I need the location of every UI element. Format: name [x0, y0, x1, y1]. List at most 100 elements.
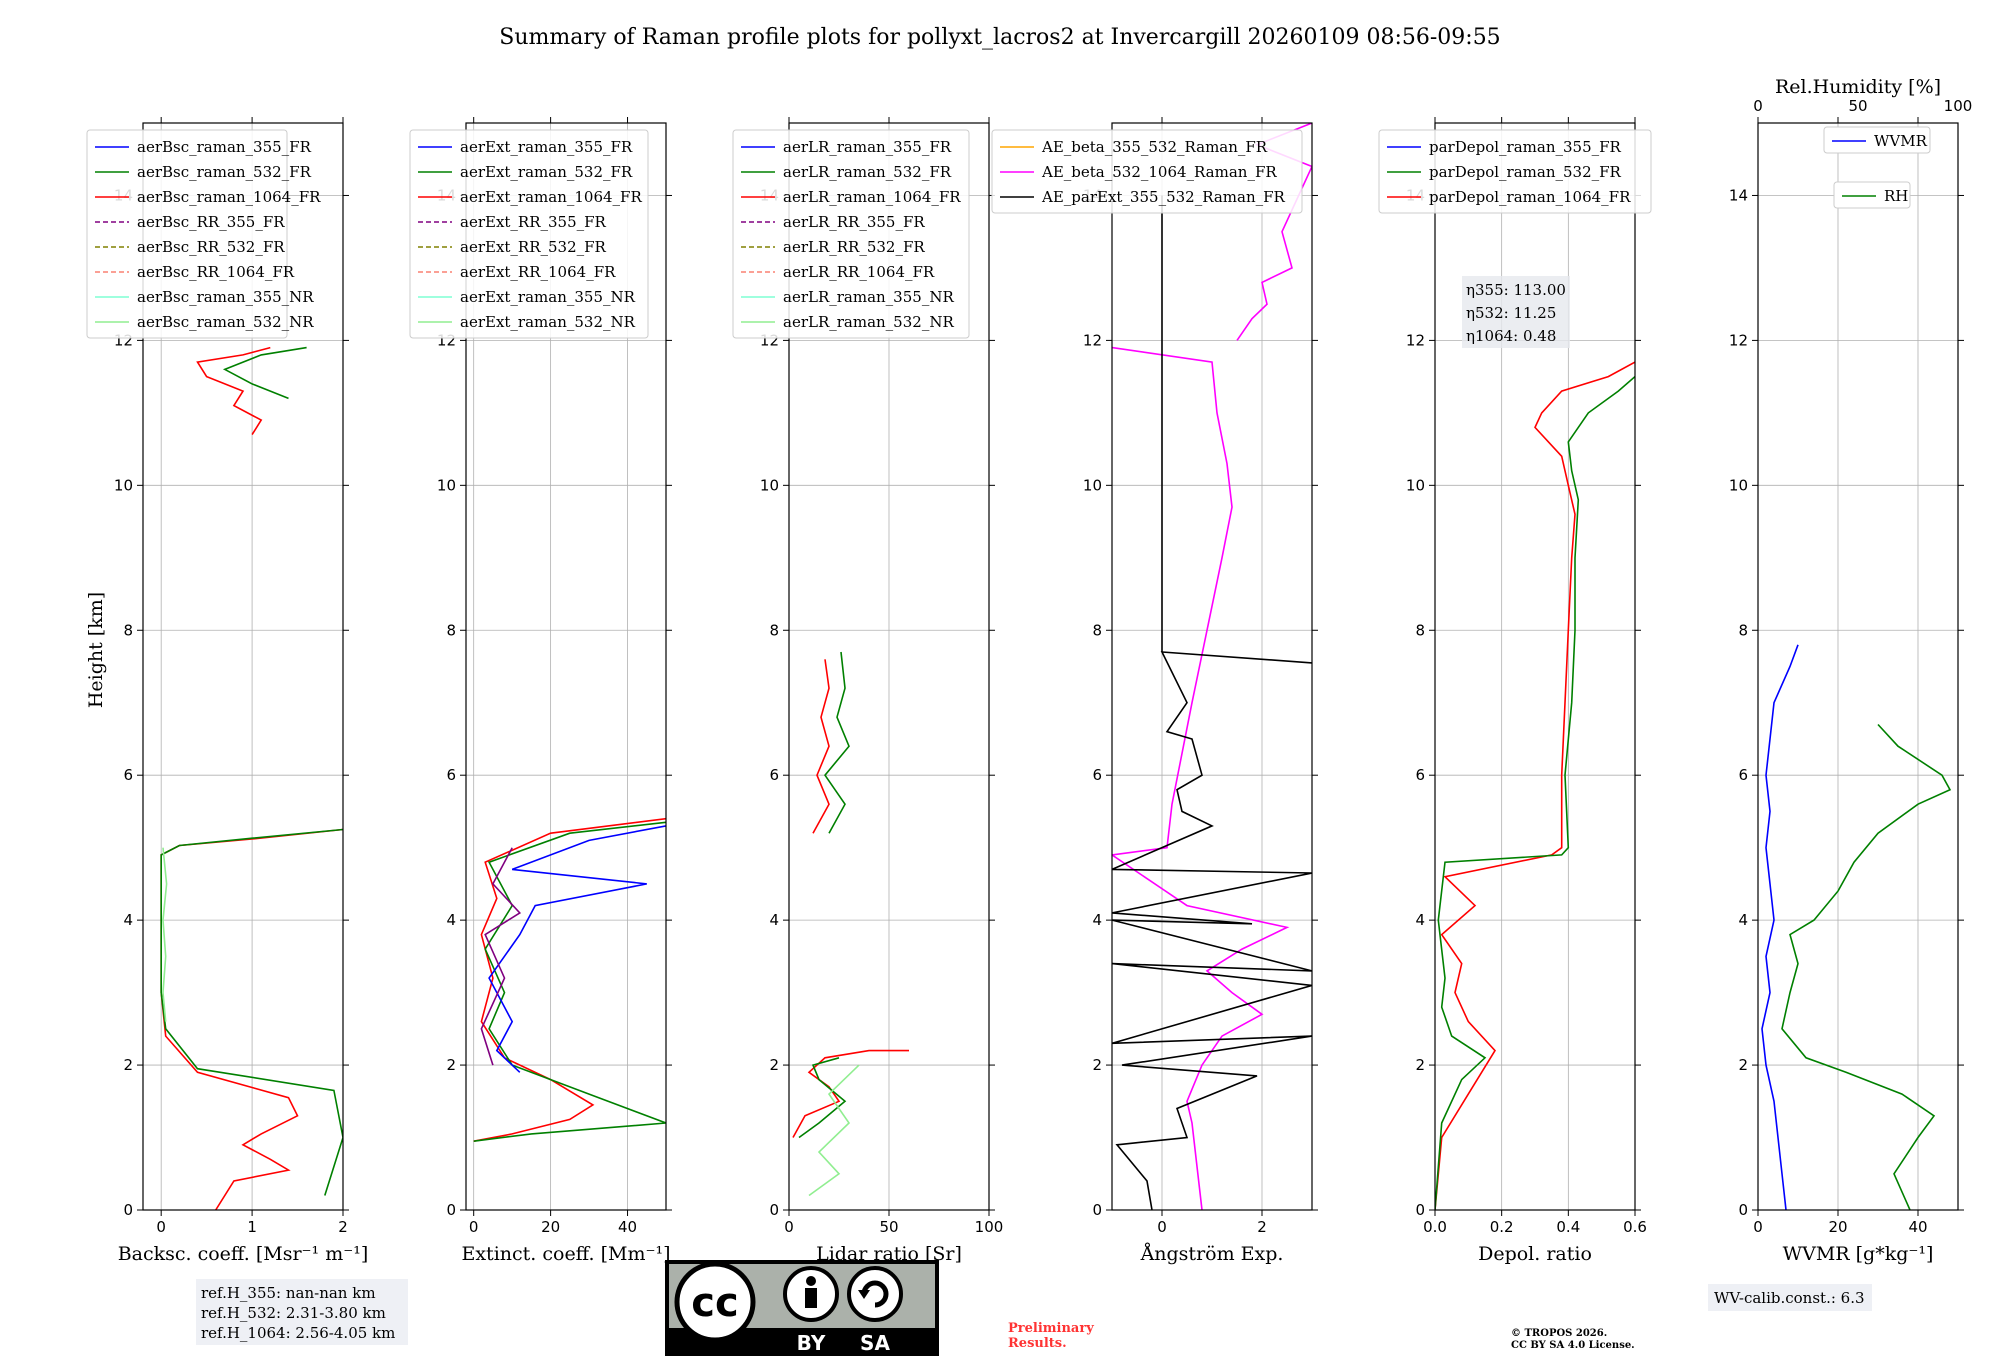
legend-label: parDepol_raman_355_FR: [1429, 138, 1622, 156]
legend-label: aerExt_raman_355_NR: [460, 288, 636, 306]
copyright-line-1: © TROPOS 2026.: [1511, 1328, 1607, 1339]
series-group: [1112, 123, 1312, 1210]
y-tick-label: 4: [446, 911, 456, 929]
series-aerBsc_raman_532_FR_upper: [222, 346, 307, 400]
legend-label: aerLR_raman_355_FR: [783, 138, 952, 156]
y-tick-label: 12: [1083, 331, 1102, 349]
legend-label: aerBsc_RR_532_FR: [137, 238, 285, 256]
x-tick-label: 0: [1157, 1218, 1167, 1236]
y-tick-label: 4: [1092, 911, 1102, 929]
x-tick-label: 100: [975, 1218, 1004, 1236]
series-aerExt_raman_1064_FR: [473, 817, 666, 1142]
legend-label: aerBsc_raman_532_NR: [137, 313, 314, 331]
y-tick-label: 6: [1738, 766, 1748, 784]
y-tick-label: 2: [446, 1056, 456, 1074]
y-tick-label: 2: [123, 1056, 133, 1074]
legend-label: AE_beta_532_1064_Raman_FR: [1041, 163, 1277, 181]
y-tick-label: 6: [1415, 766, 1425, 784]
series-AE_beta_532_1064_Raman_FR: [1112, 346, 1290, 1210]
copyright-line-2: CC BY SA 4.0 License.: [1511, 1340, 1635, 1351]
eta-value: η532: 11.25: [1466, 304, 1556, 322]
top-tick-label: 100: [1944, 97, 1973, 115]
x-tick-label: 40: [618, 1218, 637, 1236]
y-axis-label: Height [km]: [85, 592, 107, 708]
y-tick-label: 2: [1092, 1056, 1102, 1074]
top-tick-label: 50: [1848, 97, 1867, 115]
legend-label: aerExt_raman_1064_FR: [460, 188, 642, 206]
y-tick-label: 14: [1729, 186, 1748, 204]
legend-label: aerExt_RR_1064_FR: [460, 263, 616, 281]
legend-label: aerLR_RR_532_FR: [783, 238, 925, 256]
y-tick-label: 10: [760, 476, 779, 494]
x-axis-label: Extinct. coeff. [Mm⁻¹]: [461, 1243, 670, 1265]
eta-value: η355: 113.00: [1466, 281, 1566, 299]
panel-wv: 0 2 4 6 8 10 12 14 0 20 40 WVMR [g*kg⁻¹] 0 50 100Rel.H…: [1729, 76, 1972, 1265]
legend-label: aerBsc_RR_1064_FR: [137, 263, 295, 281]
series-group: [1435, 361, 1635, 1210]
legend-label: aerBsc_RR_355_FR: [137, 213, 285, 231]
x-axis-label: WVMR [g*kg⁻¹]: [1783, 1243, 1934, 1265]
y-tick-label: 0: [1415, 1201, 1425, 1219]
x-tick-label: 0: [156, 1218, 166, 1236]
preliminary-line-2: Results.: [1008, 1336, 1067, 1351]
legend-entry: WVMR: [1823, 126, 1931, 154]
axes-frame: [1757, 122, 1959, 1211]
x-axis-label: Lidar ratio [Sr]: [816, 1243, 962, 1265]
x-tick-label: 20: [541, 1218, 560, 1236]
series-WVMR: [1761, 644, 1799, 1210]
ref-height-532: ref.H_532: 2.31-3.80 km: [201, 1304, 386, 1322]
sa-text: SA: [860, 1331, 890, 1355]
series-aerBsc_raman_1064_FR_upper: [196, 346, 271, 436]
ref-height-1064: ref.H_1064: 2.56-4.05 km: [201, 1324, 395, 1342]
y-tick-label: 0: [1738, 1201, 1748, 1219]
y-tick-label: 8: [1738, 621, 1748, 639]
legend-label: parDepol_raman_1064_FR: [1429, 188, 1631, 206]
series-parDepol_raman_532_FR: [1435, 375, 1635, 1210]
legend-label: aerLR_raman_355_NR: [783, 288, 954, 306]
y-tick-label: 2: [769, 1056, 779, 1074]
y-tick-label: 4: [123, 911, 133, 929]
legend-label: aerLR_RR_1064_FR: [783, 263, 935, 281]
y-tick-label: 6: [1092, 766, 1102, 784]
x-tick-label: 50: [879, 1218, 898, 1236]
y-tick-label: 10: [1729, 476, 1748, 494]
panels: 02468101214012Backsc. coeff. [Msr⁻¹ m⁻¹]…: [86, 76, 1972, 1265]
y-tick-label: 10: [1406, 476, 1425, 494]
y-tick-label: 10: [1083, 476, 1102, 494]
legend-label: aerExt_raman_532_FR: [460, 163, 633, 181]
x-tick-label: 0.2: [1490, 1218, 1514, 1236]
series-group: [1761, 644, 1952, 1210]
legend-label: aerBsc_raman_1064_FR: [137, 188, 321, 206]
legend-label: RH: [1884, 187, 1908, 205]
series-aerLR_raman_532_FR_upper: [823, 651, 850, 834]
eta-annotation: η355: 113.00 η532: 11.25 η1064: 0.48: [1462, 276, 1570, 348]
x-axis-label: Depol. ratio: [1478, 1243, 1592, 1265]
y-tick-label: 0: [123, 1201, 133, 1219]
legend-label: aerLR_RR_355_FR: [783, 213, 925, 231]
legend-label: aerLR_raman_532_FR: [783, 163, 952, 181]
legend-label: aerLR_raman_1064_FR: [783, 188, 961, 206]
y-tick-label: 0: [446, 1201, 456, 1219]
share-alike-icon: [847, 1266, 903, 1322]
series-aerLR_raman_532_NR: [808, 1064, 860, 1197]
series-parDepol_raman_1064_FR: [1435, 361, 1635, 1210]
y-tick-label: 10: [437, 476, 456, 494]
legend: parDepol_raman_355_FR parDepol_raman_532_…: [1378, 129, 1652, 214]
y-tick-label: 6: [769, 766, 779, 784]
y-tick-label: 4: [769, 911, 779, 929]
panel-ae: 0246810121402Ångström Exp.AE_beta_355_53…: [991, 117, 1318, 1265]
x-tick-label: 1: [247, 1218, 257, 1236]
top-tick-label: 0: [1753, 97, 1763, 115]
top-axis-label: Rel.Humidity [%]: [1775, 76, 1941, 98]
series-RH: [1781, 723, 1952, 1210]
series-AE_parExt_355_532_Raman_FR: [1112, 651, 1312, 1210]
y-tick-label: 8: [1415, 621, 1425, 639]
figure-title: Summary of Raman profile plots for polly…: [499, 25, 1500, 50]
axes-frame: [465, 122, 667, 1211]
series-aerExt_RR_355_FR: [480, 847, 522, 1066]
legend: AE_beta_355_532_Raman_FR AE_beta_532_1064…: [991, 129, 1303, 214]
legend-label: WVMR: [1874, 132, 1928, 150]
series-aerExt_raman_355_FR: [488, 825, 666, 1073]
